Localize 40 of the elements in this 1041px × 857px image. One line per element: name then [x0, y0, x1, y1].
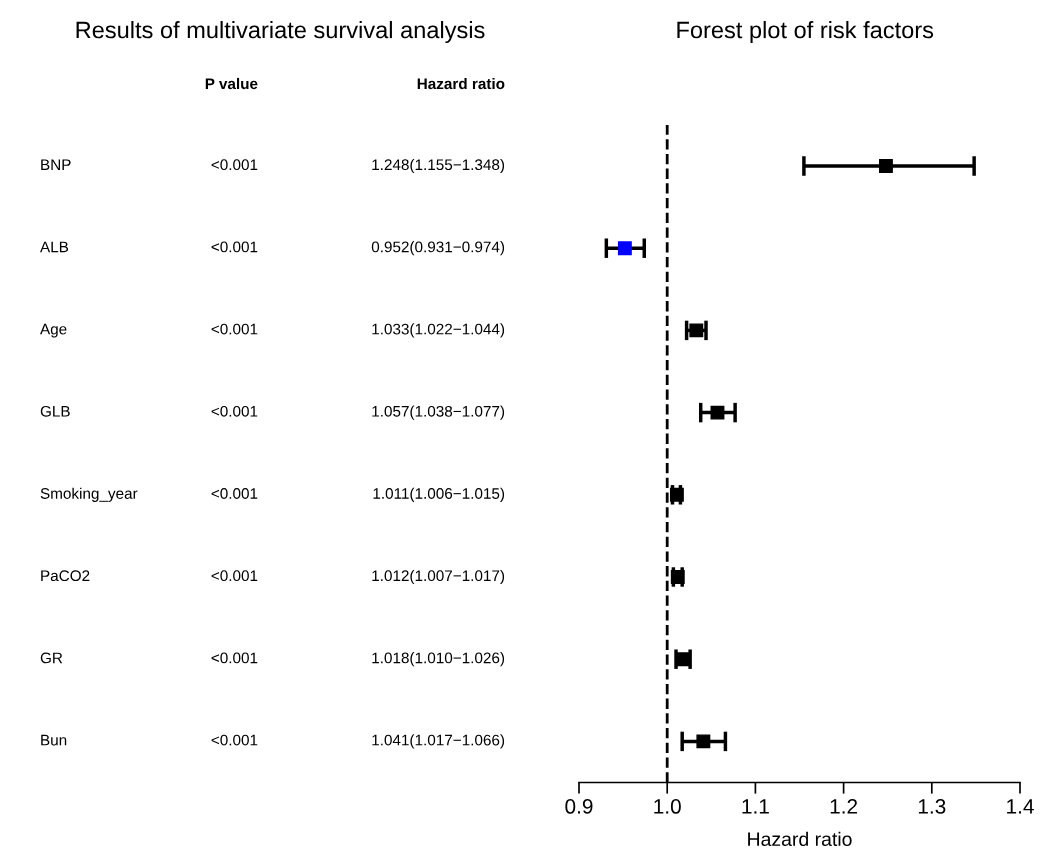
text: <0.001 — [211, 570, 258, 582]
text: P value — [205, 77, 258, 90]
text: 1.033(1.022−1.044) — [372, 323, 505, 338]
chart-title: Forest plot of risk factors — [677, 21, 934, 44]
text: Smoking_year — [40, 487, 138, 502]
x-tick-label: 1.0 — [654, 799, 681, 814]
text: 1.248(1.155−1.348) — [372, 158, 505, 174]
text: ALB — [40, 241, 69, 253]
text: <0.001 — [211, 652, 258, 664]
text: GR — [40, 652, 63, 664]
text: <0.001 — [211, 488, 258, 499]
x-tick-label: 1.3 — [918, 799, 946, 814]
text: <0.001 — [211, 241, 258, 253]
text: <0.001 — [211, 405, 258, 417]
x-tick-label: 1.1 — [742, 799, 769, 814]
point — [878, 159, 893, 173]
text: GLB — [40, 405, 70, 417]
text: 1.011(1.006−1.015) — [373, 487, 505, 502]
x-axis-title: Hazard ratio — [748, 831, 852, 847]
point — [617, 241, 632, 256]
text: BNP — [41, 159, 71, 170]
text: <0.001 — [211, 323, 258, 335]
text: Age — [40, 323, 67, 338]
x-tick-label: 1.2 — [830, 799, 858, 814]
text: 1.041(1.017−1.066) — [372, 734, 505, 749]
text: <0.001 — [211, 159, 258, 171]
text: PaCO2 — [41, 570, 90, 582]
point — [696, 734, 711, 749]
point — [710, 405, 725, 420]
text: 1.057(1.038−1.077) — [372, 405, 505, 420]
text: <0.001 — [211, 734, 258, 746]
text: Bun — [41, 734, 67, 746]
text: 0.952(0.931−0.974) — [371, 241, 505, 256]
text: Hazard ratio — [417, 77, 505, 90]
x-tick-label: 1.4 — [1007, 799, 1034, 814]
x-tick-label: 0.9 — [565, 799, 593, 814]
text: 1.012(1.007−1.017) — [372, 569, 505, 585]
point — [689, 323, 704, 338]
text: 1.018(1.010−1.026) — [372, 652, 505, 667]
text: Results of multivariate survival analysis — [76, 21, 485, 44]
